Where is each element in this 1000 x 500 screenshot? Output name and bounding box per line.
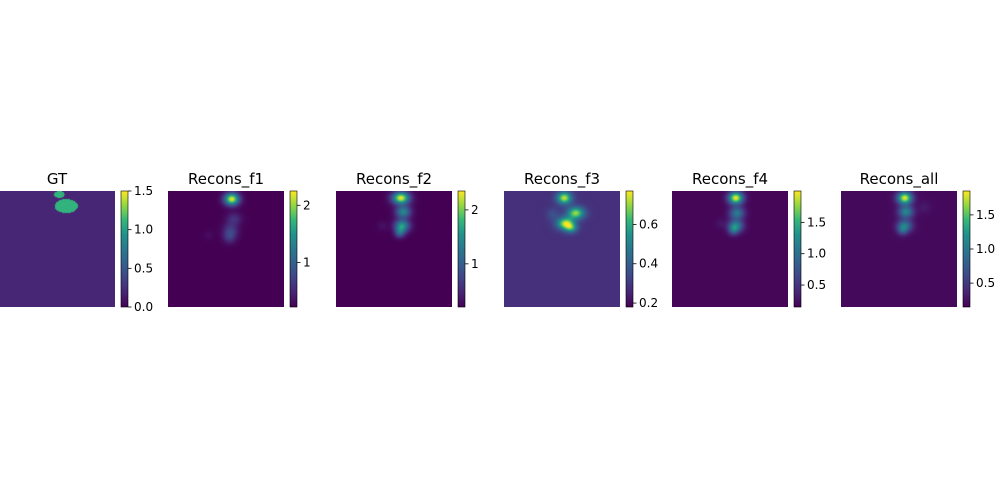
panel-title: Recons_f3 (524, 170, 600, 189)
colorbar (793, 190, 802, 308)
panel-recons-all: Recons_all 0.5 1.0 1.5 (841, 170, 995, 308)
panel-title: Recons_f1 (188, 170, 264, 189)
colorbar-tick-label: 0.5 (976, 276, 995, 290)
colorbar (289, 190, 298, 308)
heatmap-image (841, 191, 957, 307)
panel-recons-f4: Recons_f4 0.5 1.0 1.5 (672, 170, 826, 308)
colorbar-tick-label: 0.5 (134, 261, 153, 275)
heatmap-image (336, 191, 452, 307)
colorbar (625, 190, 634, 308)
colorbar-tick-label: 0.2 (639, 296, 658, 310)
heatmap-image (504, 191, 620, 307)
panels: GT0.00.51.01.5Recons_f112Recons_f212Reco… (0, 170, 995, 314)
panel-title: Recons_f2 (356, 170, 432, 189)
heatmap-image (0, 191, 115, 307)
panel-title: GT (47, 170, 68, 188)
colorbar-tick-label: 2 (303, 198, 311, 212)
colorbar-tick-label: 1.5 (134, 184, 153, 198)
colorbar (457, 190, 466, 308)
colorbar-tick-label: 1 (303, 255, 311, 269)
colorbar-tick-label: 0.0 (134, 300, 153, 314)
colorbar-tick-label: 1 (471, 257, 479, 271)
panel-recons-f2: Recons_f2 1 2 (336, 170, 479, 308)
colorbar (962, 190, 971, 308)
colorbar-tick-label: 0.4 (639, 257, 658, 271)
colorbar-tick-label: 1.0 (134, 223, 153, 237)
colorbar-tick-label: 2 (471, 203, 479, 217)
panel-gt: GT 0.0 0.5 1.0 1.5 (0, 170, 153, 314)
panel-recons-f3: Recons_f3 0.2 0.4 0.6 (504, 170, 658, 310)
heatmap-image (672, 191, 788, 307)
panel-title: Recons_all (860, 170, 939, 189)
panel-recons-f1: Recons_f1 1 2 (168, 170, 311, 308)
colorbar-tick-label: 1.5 (807, 215, 826, 229)
colorbar (120, 190, 129, 308)
colorbar-tick-label: 0.5 (807, 278, 826, 292)
heatmap-image (168, 191, 284, 307)
panel-title: Recons_f4 (692, 170, 768, 189)
colorbar-tick-label: 1.0 (976, 242, 995, 256)
colorbar-tick-label: 0.6 (639, 217, 658, 231)
colorbar-tick-label: 1.5 (976, 208, 995, 222)
colorbar-tick-label: 1.0 (807, 247, 826, 261)
